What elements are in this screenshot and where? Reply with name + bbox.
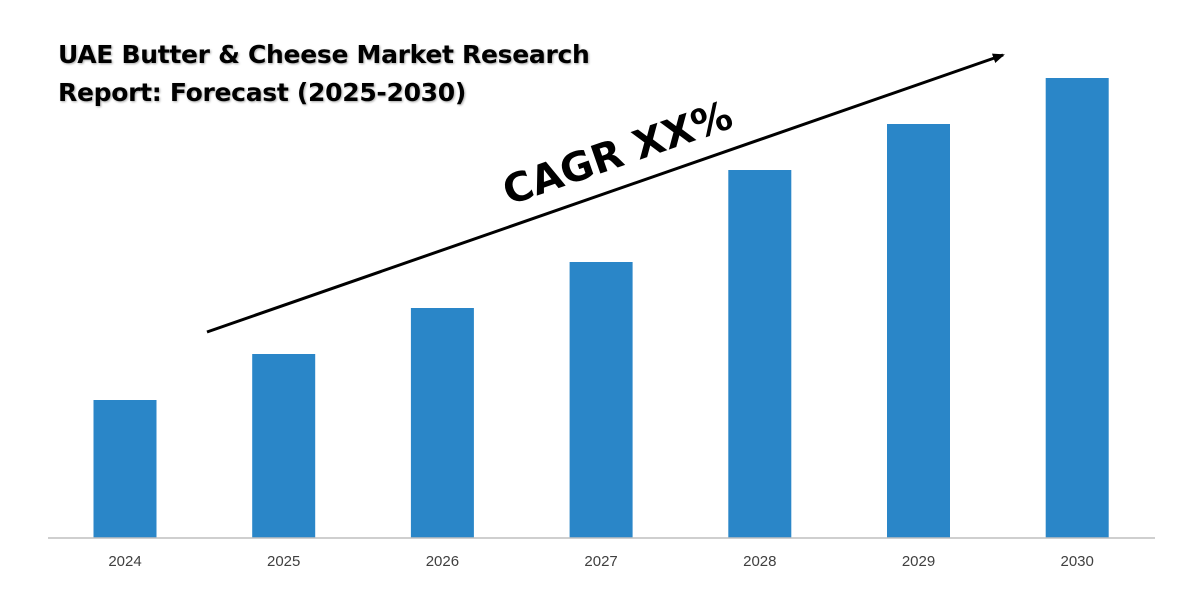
trend-arrow xyxy=(206,53,1005,334)
x-tick-label-2030: 2030 xyxy=(1061,553,1094,570)
bar-2030 xyxy=(1045,78,1109,538)
cagr-annotation: CAGR XX% xyxy=(497,93,738,215)
x-tick-label-2028: 2028 xyxy=(743,553,776,570)
bar-2027 xyxy=(569,262,633,538)
x-tick-label-2027: 2027 xyxy=(584,553,617,570)
bar-2024 xyxy=(93,400,157,538)
bar-2028 xyxy=(728,170,792,538)
x-tick-label-2026: 2026 xyxy=(426,553,459,570)
bar-2025 xyxy=(252,354,316,538)
x-tick-label-2024: 2024 xyxy=(108,553,141,570)
x-axis-ticks: 2024 2025 2026 2027 2028 2029 2030 xyxy=(108,553,1094,570)
chart-title-line-2: Report: Forecast (2025-2030) xyxy=(58,78,466,107)
bar-2026 xyxy=(410,308,474,538)
bar-2029 xyxy=(887,124,950,538)
chart-title: UAE Butter & Cheese Market Research Repo… xyxy=(58,36,618,112)
chart-title-line-1: UAE Butter & Cheese Market Research xyxy=(58,40,590,69)
x-tick-label-2025: 2025 xyxy=(267,553,300,570)
bar-series xyxy=(93,78,1109,538)
x-tick-label-2029: 2029 xyxy=(902,553,935,570)
